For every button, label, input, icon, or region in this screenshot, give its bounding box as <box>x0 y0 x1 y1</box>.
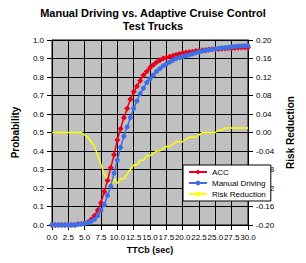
svg-text:0.0: 0.0 <box>46 233 58 242</box>
svg-text:5.0: 5.0 <box>79 233 91 242</box>
svg-text:0.8: 0.8 <box>33 73 45 82</box>
svg-text:7.5: 7.5 <box>95 233 107 242</box>
svg-text:-0.20: -0.20 <box>256 221 275 230</box>
svg-text:10.0: 10.0 <box>110 233 126 242</box>
svg-text:0.12: 0.12 <box>256 73 272 82</box>
svg-text:22.5: 22.5 <box>191 233 207 242</box>
svg-text:0.6: 0.6 <box>33 110 45 119</box>
svg-text:TTCb (sec): TTCb (sec) <box>127 245 174 255</box>
svg-text:0.0: 0.0 <box>33 221 45 230</box>
svg-text:Test Trucks: Test Trucks <box>123 20 183 32</box>
svg-text:27.5: 27.5 <box>224 233 240 242</box>
svg-text:0.20: 0.20 <box>256 36 272 45</box>
svg-text:Manual Driving: Manual Driving <box>212 179 265 188</box>
svg-text:0.1: 0.1 <box>33 202 45 211</box>
svg-text:0.00: 0.00 <box>256 128 272 137</box>
svg-text:-0.04: -0.04 <box>256 147 275 156</box>
svg-text:-0.16: -0.16 <box>256 202 275 211</box>
svg-text:0.9: 0.9 <box>33 54 45 63</box>
svg-text:20.0: 20.0 <box>175 233 191 242</box>
svg-text:12.5: 12.5 <box>126 233 142 242</box>
svg-text:Risk Reduction: Risk Reduction <box>285 96 296 169</box>
svg-text:ACC: ACC <box>212 168 229 177</box>
svg-text:0.08: 0.08 <box>256 91 272 100</box>
svg-text:0.2: 0.2 <box>33 184 45 193</box>
svg-text:Manual Driving vs. Adaptive Cr: Manual Driving vs. Adaptive Cruise Contr… <box>40 7 266 19</box>
svg-text:0.3: 0.3 <box>33 165 45 174</box>
svg-text:0.4: 0.4 <box>33 147 45 156</box>
svg-text:30.0: 30.0 <box>240 233 256 242</box>
svg-text:0.04: 0.04 <box>256 110 272 119</box>
svg-text:0.16: 0.16 <box>256 54 272 63</box>
svg-text:17.5: 17.5 <box>159 233 175 242</box>
svg-text:0.7: 0.7 <box>33 91 45 100</box>
svg-text:Probability: Probability <box>10 106 21 158</box>
svg-text:1.0: 1.0 <box>33 36 45 45</box>
svg-text:2.5: 2.5 <box>63 233 75 242</box>
svg-text:0.5: 0.5 <box>33 128 45 137</box>
svg-text:Risk Reduction: Risk Reduction <box>212 190 266 199</box>
svg-text:25.0: 25.0 <box>208 233 224 242</box>
svg-text:15.0: 15.0 <box>142 233 158 242</box>
